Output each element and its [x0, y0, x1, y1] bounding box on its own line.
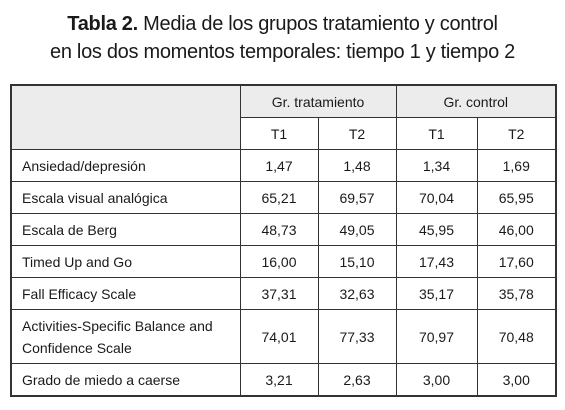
value-cell: 70,48: [476, 309, 557, 364]
value-cell: 1,69: [476, 149, 557, 182]
value-cell: 1,48: [317, 149, 397, 182]
value-cell: 3,00: [395, 363, 478, 397]
value-cell: 3,21: [239, 363, 319, 397]
value-cell: 45,95: [395, 213, 478, 246]
data-row: Activities-Specific Balance and Confiden…: [10, 309, 557, 364]
value-cell: 70,04: [395, 181, 478, 214]
table-body: Gr. tratamiento Gr. control T1 T2 T1 T2 Ansied…: [10, 84, 557, 397]
value-cell: 1,47: [239, 149, 319, 182]
caption-text: Media de los grupos tratamiento y contro…: [143, 13, 498, 35]
value-cell: 69,57: [317, 181, 397, 214]
value-cell: 74,01: [239, 309, 319, 364]
subheader: T2: [317, 117, 397, 150]
row-label: Timed Up and Go: [10, 245, 241, 278]
data-row: Escala visual analógica 65,21 69,57 70,04 65…: [10, 181, 557, 214]
value-cell: 2,63: [317, 363, 397, 397]
row-label: Escala de Berg: [10, 213, 241, 246]
value-cell: 17,60: [476, 245, 557, 278]
caption: Tabla 2. Media de los grupos tratamiento…: [0, 10, 565, 66]
data-row: Ansiedad/depresión 1,47 1,48 1,34 1,69: [10, 149, 557, 182]
value-cell: 70,97: [395, 309, 478, 364]
row-label: Grado de miedo a caerse: [10, 363, 241, 397]
value-cell: 16,00: [239, 245, 319, 278]
data-row: Fall Efficacy Scale 37,31 32,63 35,17 35,78: [10, 277, 557, 310]
value-cell: 35,17: [395, 277, 478, 310]
data-table: Gr. tratamiento Gr. control T1 T2 T1 T2 Ansied…: [10, 84, 557, 397]
value-cell: 17,43: [395, 245, 478, 278]
caption-label: Tabla 2.: [67, 13, 138, 35]
group-header: Gr. tratamiento: [239, 84, 397, 118]
value-cell: 15,10: [317, 245, 397, 278]
value-cell: 77,33: [317, 309, 397, 364]
value-cell: 48,73: [239, 213, 319, 246]
value-cell: 46,00: [476, 213, 557, 246]
row-label: Fall Efficacy Scale: [10, 277, 241, 310]
data-row: Timed Up and Go 16,00 15,10 17,43 17,60: [10, 245, 557, 278]
subheader: T1: [395, 117, 478, 150]
value-cell: 65,95: [476, 181, 557, 214]
value-cell: 49,05: [317, 213, 397, 246]
row-label: Activities-Specific Balance and Confiden…: [10, 309, 241, 364]
header-row: Gr. tratamiento Gr. control: [10, 84, 557, 150]
row-label: Ansiedad/depresión: [10, 149, 241, 182]
value-cell: 32,63: [317, 277, 397, 310]
corner-cell: [10, 84, 241, 150]
caption-text: en los dos momentos temporales: tiempo 1…: [50, 41, 515, 63]
subheader: T2: [476, 117, 557, 150]
value-cell: 37,31: [239, 277, 319, 310]
subheader-row: T1 T2 T1 T2: [11, 117, 557, 150]
subheader: T1: [239, 117, 319, 150]
data-row: Escala de Berg 48,73 49,05 45,95 46,00: [10, 213, 557, 246]
data-row: Grado de miedo a caerse 3,21 2,63 3,00 3,00: [10, 363, 557, 397]
value-cell: 35,78: [476, 277, 557, 310]
value-cell: 3,00: [476, 363, 557, 397]
value-cell: 1,34: [395, 149, 478, 182]
group-header: Gr. control: [395, 84, 557, 118]
row-label: Escala visual analógica: [10, 181, 241, 214]
value-cell: 65,21: [239, 181, 319, 214]
